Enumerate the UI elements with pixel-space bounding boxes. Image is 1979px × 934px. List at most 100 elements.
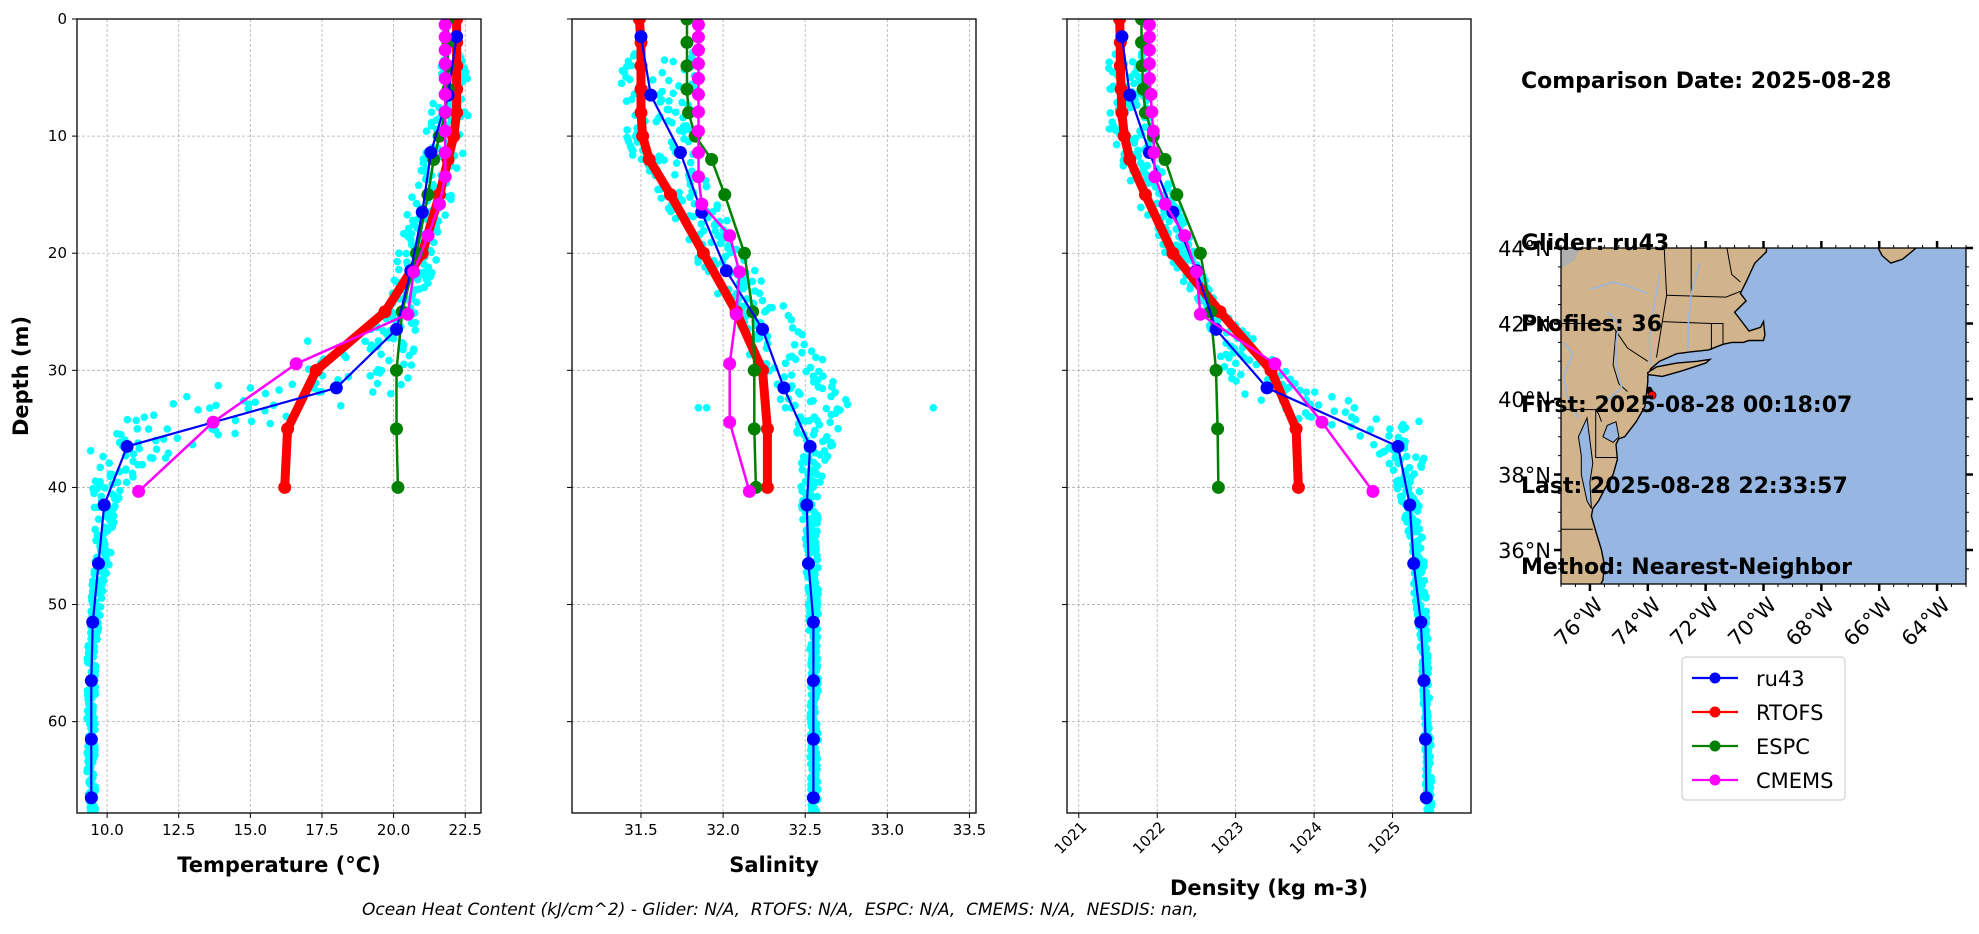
scatter-point [1105,58,1114,67]
x-tick-label: 32.5 [789,821,822,839]
series-marker-cmems [1158,197,1172,211]
series-marker-cmems [438,71,452,85]
series-marker-ru43 [329,381,343,395]
scatter-point [802,367,810,376]
scatter-point [809,430,818,439]
legend-label: CMEMS [1756,769,1834,793]
scatter-point [1328,420,1336,429]
series-marker-rtofs [760,480,774,494]
series-marker-ru43 [644,88,658,102]
series-marker-ru43 [800,498,814,512]
series-marker-cmems [691,146,705,160]
series-marker-cmems [691,30,705,44]
scatter-point [266,419,275,428]
series-marker-rtofs [760,422,774,436]
scatter-point [1406,478,1414,486]
scatter-point [247,417,256,426]
delaware-bay [1602,420,1620,444]
y-tick-label: 0 [57,10,67,28]
scatter-point [1220,363,1229,371]
series-marker-ru43 [806,674,820,688]
series-marker-cmems [1366,484,1380,498]
series-marker-ru43 [84,674,98,688]
scatter-point [686,193,694,201]
series-marker-cmems [691,43,705,57]
scatter-point [826,441,835,450]
scatter-point [678,98,686,107]
scatter-point [809,378,818,386]
scatter-point [212,401,220,410]
series-marker-espc [680,82,694,96]
scatter-point [414,181,423,190]
legend-marker [1709,740,1721,752]
series-marker-ru43 [806,615,820,629]
series-marker-rtofs [634,82,648,96]
series-marker-cmems [438,57,452,71]
scatter-point [397,380,405,389]
scatter-point [1351,415,1360,424]
scatter-point [447,195,455,204]
scatter-point [129,473,137,481]
scatter-point [781,404,790,412]
scatter-point [671,214,680,223]
series-marker-espc [1211,480,1225,494]
x-tick-label: 10.0 [90,821,123,839]
series-marker-rtofs [1166,246,1180,260]
series-marker-cmems [289,357,303,371]
lat-tick-label: 44°N [1498,237,1551,261]
scatter-point [834,424,842,433]
map-body [1561,248,1966,584]
scatter-point [1179,277,1188,286]
scatter-point [665,97,673,105]
scatter-point [403,210,411,219]
scatter-point [790,340,799,349]
info-panel: Comparison Date: 2025-08-28 ​ Glider: ru… [1521,14,1891,608]
scatter-point [702,182,711,191]
series-marker-espc [1193,246,1207,260]
series-marker-cmems [742,484,756,498]
scatter-point [1130,139,1139,147]
scatter-point [819,372,827,380]
temperature-series-cmems [132,19,452,498]
scatter-point [1415,417,1423,426]
series-marker-ru43 [801,557,815,571]
series-marker-rtofs [278,480,292,494]
x-tick-label: 17.5 [305,821,338,839]
scatter-point [657,194,666,203]
legend-marker [1709,706,1721,718]
scatter-point [393,257,402,266]
comparison-date: Comparison Date: 2025-08-28 [1521,69,1892,94]
scatter-point [671,171,679,179]
scatter-point [761,308,769,316]
legend-entry-cmems: CMEMS [1692,769,1834,793]
scatter-point [441,211,449,219]
river [1603,311,1623,404]
salinity-series-ru43 [634,30,820,805]
scatter-point [675,188,684,197]
series-marker-cmems [691,57,705,71]
series-marker-rtofs [1291,480,1305,494]
scatter-point [798,348,806,357]
scatter-point [408,193,416,201]
series-marker-espc [705,153,719,167]
scatter-point [929,404,938,412]
profiles-count: Profiles: 36 [1521,312,1663,337]
series-marker-cmems [132,484,146,498]
scatter-point [654,156,663,165]
scatter-point [432,256,440,264]
series-marker-ru43 [803,439,817,453]
scatter-point [337,401,345,410]
state-border [1595,409,1618,458]
x-tick-label: 1022 [1129,818,1169,858]
scatter-point [116,486,124,495]
scatter-point [751,287,759,295]
series-marker-cmems [691,170,705,184]
scatter-point [816,450,824,459]
series-marker-cmems [723,357,737,371]
series-line-ru43 [90,35,458,799]
last-time: Last: 2025-08-28 22:33:57 [1521,474,1848,499]
scatter-point [96,611,104,619]
series-marker-espc [747,422,761,436]
scatter-point [810,508,818,516]
y-tick-label: 60 [48,713,67,731]
